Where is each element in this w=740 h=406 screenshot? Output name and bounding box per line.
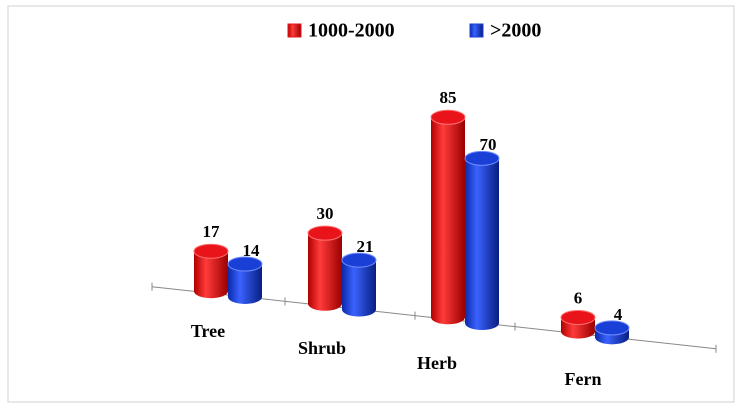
- data-label: 6: [574, 288, 583, 307]
- legend-swatch: [469, 23, 484, 38]
- bar: [465, 158, 499, 331]
- bar-top: [560, 309, 596, 325]
- data-label: 70: [480, 135, 497, 154]
- bar: [194, 251, 228, 299]
- data-label: 4: [614, 305, 623, 324]
- bar: [431, 117, 465, 325]
- data-label: 14: [243, 241, 261, 260]
- x-tick-label: Shrub: [298, 338, 346, 358]
- x-tick-label: Herb: [417, 353, 457, 373]
- x-tick-label: Tree: [191, 321, 225, 341]
- data-label: 17: [203, 222, 221, 241]
- bar: [228, 264, 262, 304]
- frame: [7, 5, 735, 403]
- bar-top: [341, 252, 377, 268]
- legend-swatch: [287, 23, 302, 38]
- bar-top: [193, 243, 229, 259]
- legend-label: >2000: [490, 20, 541, 42]
- bar: [308, 233, 342, 311]
- bar-top: [307, 225, 343, 241]
- bar-top: [430, 109, 466, 125]
- data-label: 85: [440, 88, 457, 107]
- data-label: 21: [357, 237, 374, 256]
- bar-top: [464, 150, 500, 166]
- bar-top: [227, 256, 263, 272]
- bar: [342, 260, 376, 317]
- legend-label: 1000-2000: [308, 20, 395, 42]
- data-label: 30: [317, 204, 334, 223]
- x-tick-label: Fern: [565, 369, 602, 389]
- bar-top: [594, 320, 630, 336]
